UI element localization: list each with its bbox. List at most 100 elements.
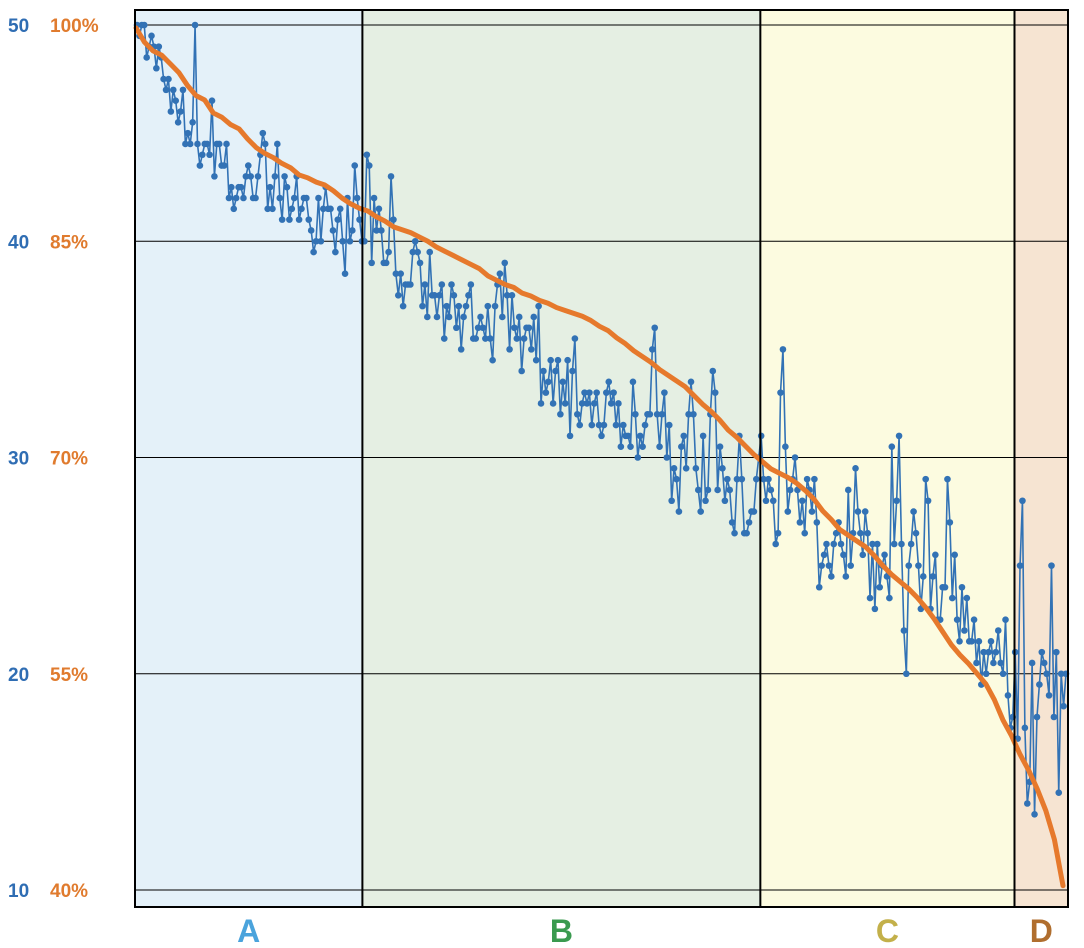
score-point: [465, 292, 472, 299]
region-backgrounds: [135, 10, 1068, 907]
score-point: [520, 335, 528, 342]
score-point: [397, 270, 405, 277]
score-point: [605, 378, 613, 386]
score-point: [532, 356, 540, 364]
score-point: [220, 162, 228, 169]
score-point: [203, 140, 211, 148]
score-point: [999, 670, 1007, 678]
score-point: [958, 583, 966, 591]
left-tick-label: 30: [8, 449, 29, 470]
score-point: [786, 486, 794, 494]
score-point: [511, 324, 518, 332]
score-point: [554, 356, 562, 364]
score-point: [399, 302, 407, 310]
score-point: [513, 335, 521, 342]
score-point: [503, 292, 511, 299]
score-point: [815, 583, 823, 591]
score-point: [438, 281, 446, 288]
score-point: [544, 378, 552, 386]
score-point: [390, 216, 397, 223]
score-point: [535, 302, 542, 310]
score-point: [760, 475, 767, 483]
score-point: [184, 129, 192, 137]
score-point: [278, 216, 286, 223]
score-point: [769, 497, 777, 505]
score-point: [617, 443, 625, 450]
region-label-d: D: [1030, 913, 1053, 948]
score-point: [574, 410, 581, 418]
score-point: [472, 335, 479, 342]
score-point: [571, 335, 579, 342]
score-point: [678, 443, 685, 450]
score-point: [319, 205, 327, 213]
score-point: [629, 378, 637, 386]
score-point: [658, 410, 666, 418]
score-point: [307, 227, 315, 234]
score-point: [232, 194, 240, 202]
score-point: [670, 465, 678, 472]
score-point: [888, 443, 896, 450]
score-point: [206, 151, 213, 159]
score-point: [716, 443, 724, 450]
score-point: [1055, 789, 1063, 796]
score-point: [542, 389, 550, 396]
score-point: [610, 389, 617, 396]
score-point: [264, 205, 271, 213]
score-point: [196, 162, 204, 169]
score-point: [424, 313, 431, 321]
cumulative-series: [133, 25, 1066, 889]
score-point: [525, 324, 533, 332]
score-point: [416, 259, 424, 267]
score-point: [290, 194, 298, 202]
score-point: [356, 216, 363, 223]
score-point: [898, 540, 905, 548]
score-point: [1019, 497, 1026, 505]
score-point: [373, 227, 380, 234]
score-point: [649, 346, 656, 353]
score-point: [704, 486, 712, 494]
score-point: [895, 432, 903, 440]
score-point: [866, 594, 874, 602]
score-point: [873, 540, 881, 548]
score-point: [765, 475, 772, 483]
score-point: [1021, 724, 1029, 732]
score-point: [1031, 811, 1038, 818]
score-point: [857, 529, 864, 537]
score-point: [467, 281, 475, 288]
score-point: [240, 194, 247, 202]
score-point: [566, 432, 574, 440]
plot-frame: [134, 9, 1069, 908]
score-point: [211, 173, 218, 180]
score-point: [646, 410, 654, 418]
score-point: [453, 324, 460, 332]
score-point: [890, 540, 898, 548]
score-point: [690, 410, 697, 418]
score-point: [808, 508, 816, 515]
score-point: [167, 108, 175, 115]
score-point: [907, 540, 915, 548]
score-point: [327, 205, 334, 213]
score-point: [673, 475, 680, 483]
score-point: [813, 519, 821, 526]
score-point: [820, 551, 828, 559]
score-point: [237, 183, 245, 191]
score-point: [349, 227, 356, 234]
score-point: [990, 659, 997, 667]
region-d: [1014, 10, 1068, 907]
score-point: [603, 389, 610, 396]
score-point: [973, 659, 980, 667]
score-point: [312, 237, 320, 245]
score-point: [982, 670, 990, 678]
score-point: [784, 508, 792, 515]
score-point: [699, 432, 707, 440]
score-point: [994, 627, 1002, 634]
cumulative-line: [133, 25, 1066, 889]
score-point: [317, 237, 325, 245]
score-point: [590, 400, 598, 407]
score-point: [443, 302, 450, 310]
score-point: [368, 259, 375, 267]
score-point: [653, 410, 661, 418]
score-point: [682, 465, 690, 472]
score-point: [208, 97, 216, 104]
score-point: [634, 454, 642, 461]
